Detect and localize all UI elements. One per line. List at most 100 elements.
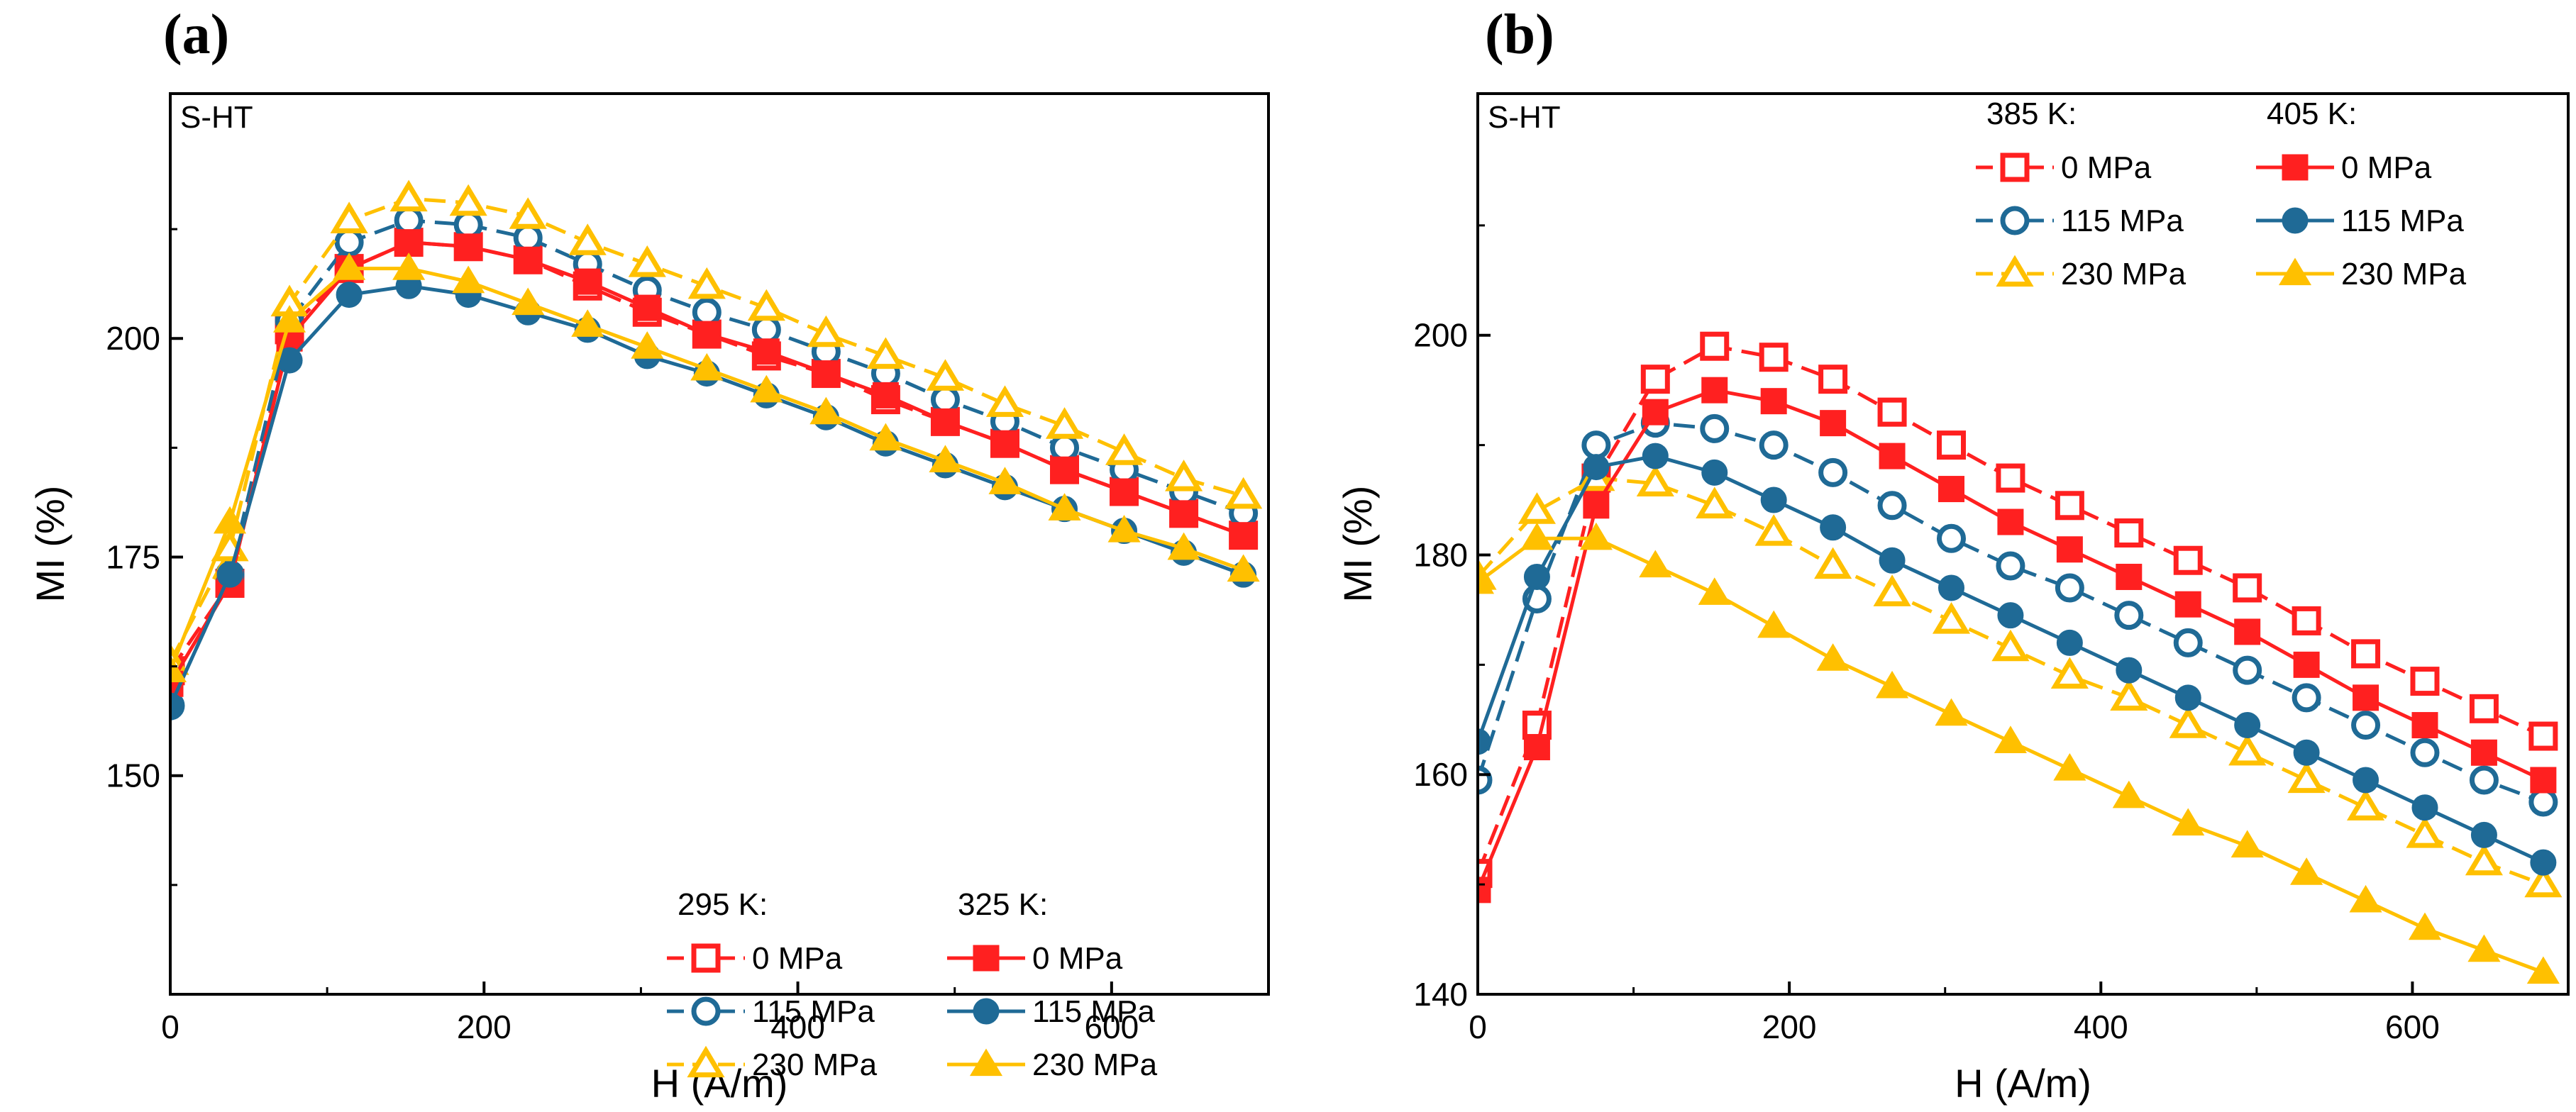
series-line-2 — [1478, 476, 2544, 886]
data-point-3-10 — [2056, 536, 2083, 563]
data-point-1-9 — [692, 297, 722, 327]
data-point-2-7 — [568, 223, 607, 255]
legend-label: 0 MPa — [2061, 150, 2152, 185]
data-point-4-6 — [1820, 514, 1847, 541]
data-point-1-18 — [2528, 787, 2558, 817]
data-point-5-1 — [213, 506, 247, 534]
data-point-5-15 — [1048, 493, 1081, 521]
y-axis-label: MI (%) — [1335, 486, 1380, 603]
plot-frame — [169, 92, 1270, 996]
legend-group-title: 325 K: — [958, 887, 1048, 922]
data-point-0-10 — [2055, 491, 2084, 521]
data-point-1-6 — [513, 223, 543, 252]
x-tick-label: 200 — [457, 1008, 512, 1045]
panel-label: (a) — [163, 4, 229, 66]
legend-marker — [969, 1048, 1003, 1077]
data-point-4-15 — [2353, 767, 2379, 794]
y-axis-label: MI (%) — [28, 486, 72, 603]
data-point-2-13 — [2228, 733, 2267, 766]
data-point-2-5 — [1754, 514, 1793, 546]
data-point-5-4 — [1698, 577, 1731, 605]
data-point-3-15 — [1051, 456, 1078, 483]
x-tick-label: 400 — [770, 1008, 825, 1045]
data-point-2-1 — [1518, 492, 1556, 524]
data-point-0-18 — [2528, 721, 2558, 751]
data-point-5-10 — [750, 374, 783, 403]
data-point-3-1 — [1523, 734, 1550, 761]
data-point-5-0 — [170, 655, 187, 682]
data-point-4-10 — [2056, 629, 2083, 656]
data-point-3-4 — [1701, 377, 1728, 404]
data-point-0-11 — [2114, 518, 2144, 548]
data-point-4-17 — [2470, 821, 2497, 848]
data-point-5-6 — [1816, 643, 1850, 671]
data-point-1-3 — [334, 228, 364, 257]
data-point-4-5 — [1760, 486, 1787, 513]
data-point-3-7 — [1879, 443, 1906, 469]
y-tick-label: 180 — [1413, 536, 1468, 573]
panel-label: (b) — [1485, 4, 1554, 66]
data-point-2-15 — [1045, 407, 1084, 439]
x-tick-label: 0 — [1469, 1008, 1487, 1045]
data-point-2-15 — [2346, 789, 2385, 821]
y-tick-label: 160 — [1413, 756, 1468, 793]
data-point-0-16 — [2410, 667, 2440, 696]
data-point-2-14 — [985, 385, 1024, 417]
data-point-5-4 — [392, 252, 426, 280]
data-point-3-17 — [2470, 739, 2497, 766]
data-point-4-1 — [216, 561, 243, 588]
data-point-1-7 — [1877, 491, 1907, 521]
data-point-1-17 — [2469, 765, 2499, 795]
data-point-4-4 — [1701, 459, 1728, 486]
data-point-4-7 — [1879, 547, 1906, 574]
data-point-2-4 — [1696, 486, 1734, 518]
data-point-1-8 — [1936, 523, 1966, 553]
legend-marker — [691, 996, 721, 1026]
data-point-0-4 — [1700, 331, 1730, 361]
data-point-5-12 — [2172, 808, 2205, 836]
data-point-3-15 — [2353, 684, 2379, 711]
data-point-5-3 — [1639, 550, 1672, 578]
data-point-3-9 — [1997, 508, 2024, 535]
legend-label: 230 MPa — [1032, 1047, 1158, 1082]
data-point-5-12 — [869, 423, 902, 451]
data-point-2-17 — [1165, 460, 1203, 491]
data-point-5-3 — [333, 252, 366, 280]
data-point-3-5 — [455, 233, 482, 260]
data-point-5-17 — [2467, 934, 2501, 962]
legend-group-title: 295 K: — [678, 887, 768, 922]
data-point-3-5 — [1760, 388, 1787, 415]
legend-marker — [2000, 152, 2030, 182]
data-point-2-16 — [1105, 433, 1144, 465]
data-point-2-9 — [1991, 629, 2030, 662]
data-point-0-9 — [1996, 463, 2025, 493]
legend-label: 115 MPa — [2341, 204, 2464, 238]
data-point-5-2 — [273, 305, 306, 333]
data-point-5-18 — [2526, 956, 2560, 984]
data-point-3-14 — [991, 430, 1018, 457]
data-point-5-5 — [452, 265, 485, 294]
data-point-1-13 — [930, 385, 960, 415]
data-point-3-2 — [1583, 492, 1610, 519]
panel-b: (b) 0 200 400 600 140 160 180 200 H (A/m) MI (%) S-… — [1335, 4, 2570, 1106]
data-point-2-6 — [1814, 547, 1852, 579]
data-point-2-12 — [866, 337, 905, 369]
legend-marker — [687, 1045, 725, 1078]
data-point-1-10 — [2055, 573, 2084, 603]
x-tick-label: 600 — [1084, 1008, 1139, 1045]
legend-marker — [2000, 206, 2030, 235]
data-point-0-6 — [1818, 365, 1848, 394]
data-point-2-8 — [1932, 602, 1971, 634]
data-point-3-6 — [514, 246, 541, 273]
data-point-2-9 — [687, 267, 726, 299]
data-point-1-15 — [1050, 433, 1080, 462]
data-point-5-11 — [809, 396, 843, 425]
annotation: S-HT — [180, 100, 253, 135]
data-point-3-6 — [1820, 410, 1847, 437]
data-point-1-12 — [2173, 628, 2203, 657]
data-point-2-14 — [2287, 761, 2326, 794]
data-point-2-10 — [747, 289, 785, 321]
